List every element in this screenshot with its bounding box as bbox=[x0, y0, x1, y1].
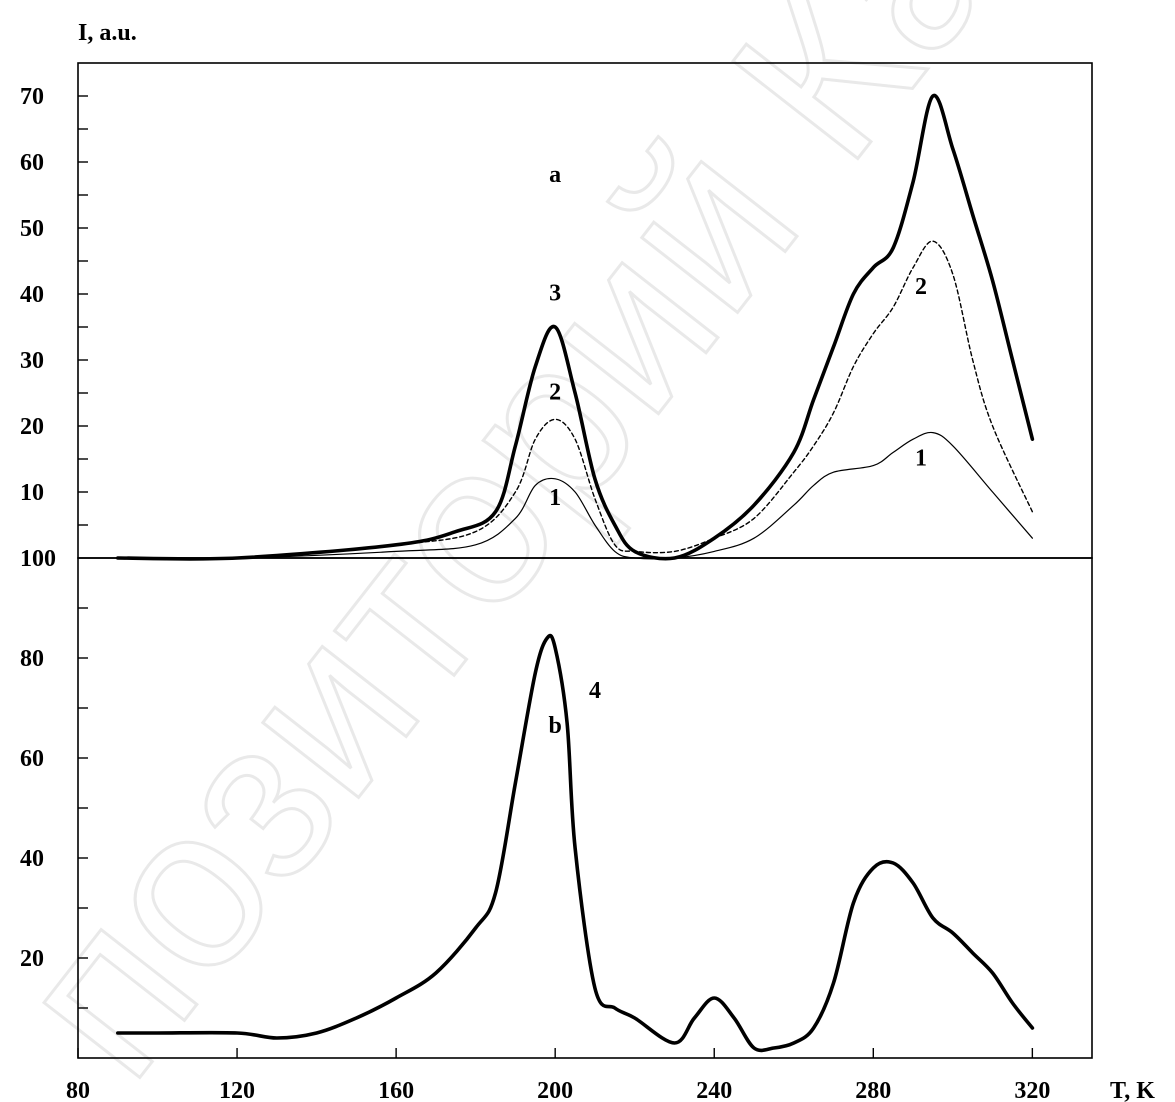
panel-b-annotation: b bbox=[548, 713, 561, 739]
panel-b-ytick-label: 40 bbox=[20, 846, 44, 872]
panel-b-series-4-line bbox=[116, 633, 1035, 1053]
panel-a-annotation: 1 bbox=[915, 446, 927, 472]
panel-a-annotation: 2 bbox=[549, 380, 561, 406]
panel-a-annotation: 2 bbox=[915, 274, 927, 300]
panel-a-series-3-line bbox=[116, 93, 1035, 561]
panel-b-ytick-label: 80 bbox=[20, 646, 44, 672]
x-tick-label: 120 bbox=[219, 1078, 255, 1102]
panel-b-ytick-label: 60 bbox=[20, 746, 44, 772]
panel-a-ytick-label: 30 bbox=[20, 348, 44, 374]
x-tick-label: 160 bbox=[378, 1078, 414, 1102]
x-tick-label: 200 bbox=[537, 1078, 573, 1102]
panel-a-ytick-label: 40 bbox=[20, 282, 44, 308]
panel-a-ytick-label: 20 bbox=[20, 414, 44, 440]
panel-a-ytick-label: 50 bbox=[20, 216, 44, 242]
panel-b-annotation: 4 bbox=[589, 678, 601, 704]
x-tick-label: 320 bbox=[1014, 1078, 1050, 1102]
labels-layer: a 3 2 1 2 1 b 4 bbox=[548, 162, 927, 739]
panel-b-ytick-label: 100 bbox=[20, 546, 56, 572]
series-layer bbox=[116, 93, 1035, 1053]
panel-b-ytick-label: 20 bbox=[20, 946, 44, 972]
panel-a-annotation: 3 bbox=[549, 281, 561, 307]
axes-layer: 10 20 30 40 50 60 70 I, a.u. 20 40 60 80 100 80 120 160… bbox=[20, 20, 1155, 1102]
x-tick-label: 280 bbox=[855, 1078, 891, 1102]
panel-a-ytick-label: 70 bbox=[20, 84, 44, 110]
panel-a-ytick-label: 10 bbox=[20, 480, 44, 506]
x-tick-label: 240 bbox=[696, 1078, 732, 1102]
panel-a-annotation: a bbox=[549, 162, 561, 188]
panel-a-annotation: 1 bbox=[549, 485, 561, 511]
x-axis-title: T, K bbox=[1110, 1078, 1155, 1102]
y-axis-title: I, a.u. bbox=[78, 20, 137, 46]
x-tick-label: 80 bbox=[66, 1078, 90, 1102]
panel-a-ytick-label: 60 bbox=[20, 150, 44, 176]
